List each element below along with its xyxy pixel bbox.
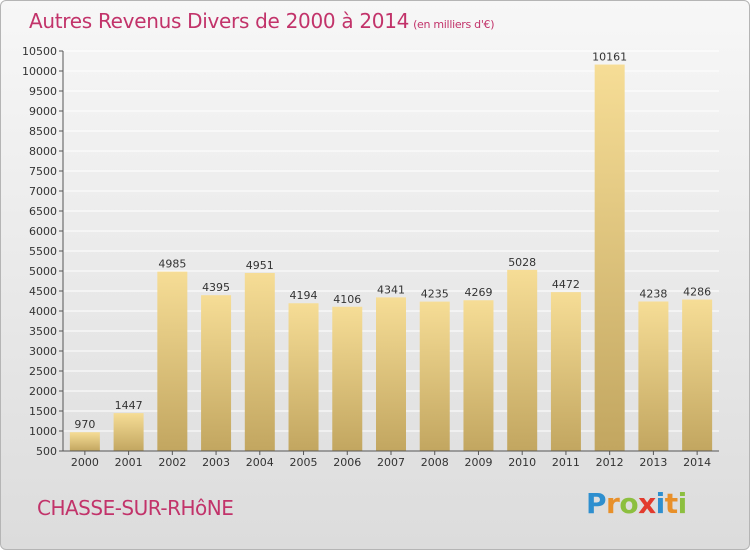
bar-value-label: 4341 [377,283,405,296]
x-tick-label: 2003 [202,456,230,469]
x-tick-label: 2006 [333,456,361,469]
y-tick-label: 2000 [29,385,57,398]
bars: 970 1447 4985 4395 4951 4194 4106 4341 4235 4269 5… [69,51,713,451]
y-tick-label: 4500 [29,285,57,298]
y-tick-label: 500 [36,445,57,458]
bar [419,301,450,451]
bar-value-label: 5028 [508,256,536,269]
y-tick-label: 1500 [29,405,57,418]
x-tick-label: 2002 [158,456,186,469]
x-tick-label: 2007 [377,456,405,469]
bar [507,269,538,451]
bar [113,413,144,451]
x-tick-label: 2004 [246,456,274,469]
bar-value-label: 4194 [290,289,318,302]
bar [376,297,406,451]
x-tick-label: 2011 [552,456,580,469]
logo-letter: P [586,487,607,520]
bar [288,303,319,451]
logo-letter: r [606,487,620,520]
y-tick-label: 3500 [29,325,57,338]
y-tick-label: 10500 [22,45,57,58]
logo-letter: i [677,487,688,520]
y-tick-label: 8500 [29,125,57,138]
commune-name: CHASSE-SUR-RHôNE [37,496,234,520]
y-tick-label: 1000 [29,425,57,438]
bar [550,292,581,451]
x-tick-label: 2001 [115,456,143,469]
x-tick-label: 2000 [71,456,99,469]
y-tick-label: 9000 [29,105,57,118]
x-tick-label: 2005 [290,456,318,469]
bar-value-label: 1447 [115,399,143,412]
bar [69,432,100,451]
bar-value-label: 4286 [683,286,711,299]
logo-letter: t [664,487,678,520]
logo-letter: x [638,487,656,520]
x-tick-label: 2012 [596,456,624,469]
x-tick-label: 2010 [508,456,536,469]
bar [332,306,363,451]
y-tick-label: 5000 [29,265,57,278]
bar-value-label: 4951 [246,259,274,272]
bar-value-label: 4235 [421,288,449,301]
chart-title-text: Autres Revenus Divers de 2000 à 2014 [29,9,410,33]
bar-value-label: 4985 [158,258,186,271]
logo-letter: i [655,487,666,520]
bar [682,299,713,451]
y-tick-label: 4000 [29,305,57,318]
proxiti-logo[interactable]: Proxiti [586,487,687,520]
y-tick-label: 7000 [29,185,57,198]
x-tick-label: 2014 [683,456,711,469]
bar-value-label: 4269 [464,286,492,299]
bar [638,301,669,451]
axes: 500 1000 1500 2000 2500 3000 3500 4000 4500 5000 5… [22,45,719,469]
y-tick-label: 9500 [29,85,57,98]
x-tick-label: 2013 [639,456,667,469]
y-tick-label: 6000 [29,225,57,238]
y-tick-label: 5500 [29,245,57,258]
y-tick-label: 7500 [29,165,57,178]
x-tick-label: 2009 [464,456,492,469]
y-tick-label: 6500 [29,205,57,218]
bar-value-label: 4106 [333,293,361,306]
bar [463,300,494,451]
bar [244,272,275,451]
bar-value-label: 4395 [202,281,230,294]
y-tick-label: 3000 [29,345,57,358]
bar-value-label: 4472 [552,278,580,291]
x-tick-label: 2008 [421,456,449,469]
y-tick-label: 8000 [29,145,57,158]
chart-subtitle: (en milliers d'€) [413,18,495,31]
bar [594,64,625,451]
bar-value-label: 10161 [592,51,627,64]
logo-letter: o [619,487,639,520]
bar-value-label: 4238 [639,287,667,300]
y-tick-label: 2500 [29,365,57,378]
bar [157,271,188,451]
bar-value-label: 970 [74,418,95,431]
bar [201,295,232,451]
y-tick-label: 10000 [22,65,57,78]
chart-title: Autres Revenus Divers de 2000 à 2014 (en … [29,9,495,33]
